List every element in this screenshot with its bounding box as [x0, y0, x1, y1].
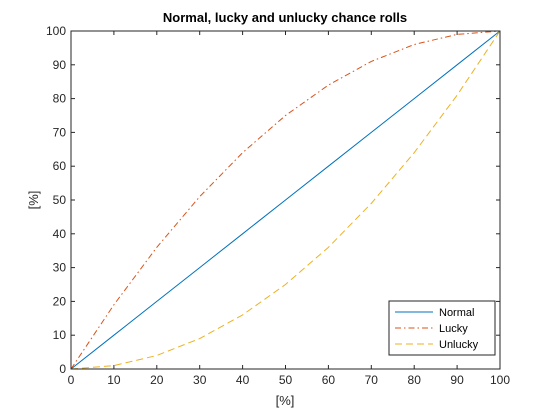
- x-tick-label: 0: [68, 373, 75, 387]
- legend-label-lucky: Lucky: [439, 323, 468, 335]
- y-tick-label: 60: [53, 159, 67, 173]
- y-axis-label: [%]: [26, 191, 41, 210]
- legend-label-normal: Normal: [439, 307, 474, 319]
- series-line-unlucky: [70, 30, 501, 370]
- x-tick-label: 70: [365, 373, 379, 387]
- y-tick-label: 80: [53, 92, 67, 106]
- x-tick-label: 90: [450, 373, 464, 387]
- x-tick-label: 30: [193, 373, 207, 387]
- legend-label-unlucky: Unlucky: [439, 339, 479, 351]
- y-tick-label: 0: [59, 362, 66, 376]
- y-tick-label: 10: [53, 328, 67, 342]
- y-tick-label: 90: [53, 58, 67, 72]
- x-tick-label: 80: [408, 373, 422, 387]
- x-tick-label: 100: [490, 373, 510, 387]
- chart-title: Normal, lucky and unlucky chance rolls: [163, 10, 407, 25]
- axes-layer: 0 10 20 30 40 50 60 70 80 90 100 0 10 20 30 40 50 60 70 80 9…: [46, 24, 510, 387]
- y-tick-label: 50: [53, 193, 67, 207]
- x-tick-label: 10: [107, 373, 121, 387]
- legend: Normal Lucky Unlucky: [388, 300, 496, 356]
- series-layer: [70, 30, 501, 370]
- x-axis-label: [%]: [276, 393, 295, 408]
- y-tick-label: 40: [53, 227, 67, 241]
- legend-box: [388, 300, 496, 356]
- y-tick-label: 70: [53, 125, 67, 139]
- x-tick-label: 40: [236, 373, 250, 387]
- y-tick-label: 30: [53, 261, 67, 275]
- series-line-normal: [70, 30, 501, 370]
- x-tick-label: 20: [150, 373, 164, 387]
- x-tick-label: 50: [279, 373, 293, 387]
- y-tick-label: 20: [53, 294, 67, 308]
- x-tick-label: 60: [322, 373, 336, 387]
- series-line-lucky: [70, 30, 501, 370]
- y-tick-label: 100: [46, 24, 66, 38]
